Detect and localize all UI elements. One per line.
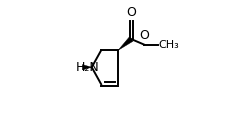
Text: CH₃: CH₃ [158,40,179,50]
Text: O: O [139,29,149,42]
Text: H₂N: H₂N [76,61,99,74]
Polygon shape [118,37,133,50]
Polygon shape [82,65,92,70]
Text: O: O [126,6,136,19]
